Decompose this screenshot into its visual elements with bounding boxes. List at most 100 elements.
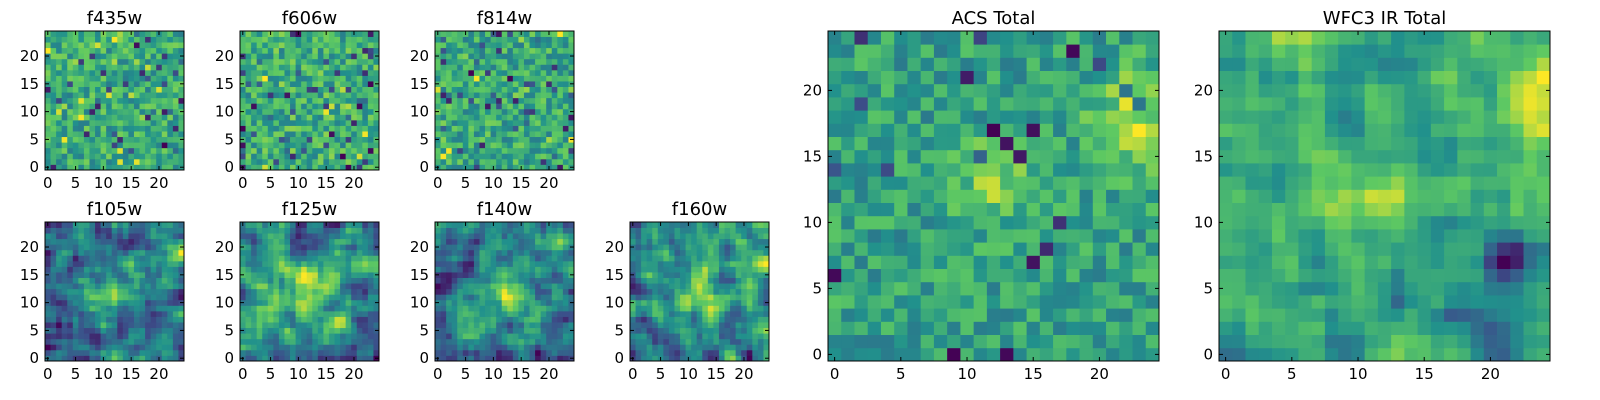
heatmap-cell [485, 294, 491, 301]
heatmap-cell [702, 255, 709, 262]
heatmap-cell [973, 215, 988, 230]
heatmap-cell [122, 58, 129, 65]
heatmap-cell [267, 58, 274, 65]
heatmap-cell [468, 36, 475, 43]
heatmap-cell [45, 316, 51, 323]
heatmap-cell [1132, 215, 1147, 230]
heatmap-cell [284, 355, 291, 362]
heatmap-cell [273, 338, 280, 345]
heatmap-cell [345, 294, 352, 301]
heatmap-cell [323, 277, 330, 284]
heatmap-cell [546, 142, 553, 149]
heatmap-cell [45, 322, 51, 329]
heatmap-cell [367, 119, 374, 126]
heatmap-cell [657, 322, 664, 329]
heatmap-cell [161, 294, 168, 301]
heatmap-cell [172, 97, 179, 104]
heatmap-cell [920, 308, 935, 322]
heatmap-cell [446, 86, 453, 93]
heatmap-cell [334, 338, 341, 345]
heatmap-cell [451, 322, 458, 329]
heatmap-cell [907, 229, 922, 243]
heatmap-cell [479, 288, 486, 295]
heatmap-cell [479, 58, 486, 65]
heatmap-cell [367, 69, 374, 76]
heatmap-cell [323, 316, 330, 323]
heatmap-cell [496, 255, 503, 262]
heatmap-cell [178, 142, 185, 149]
y-tick-label: 10 [20, 294, 39, 312]
heatmap-cell [61, 47, 68, 54]
heatmap-cell [345, 310, 352, 317]
heatmap-cell [267, 142, 274, 149]
heatmap-cell [490, 69, 497, 76]
heatmap-cell [78, 288, 85, 295]
heatmap-cell [139, 136, 146, 143]
heatmap-cell [674, 316, 681, 323]
heatmap-cell [145, 53, 152, 60]
heatmap-cell [317, 288, 324, 295]
heatmap-cell [56, 81, 63, 87]
heatmap-cell [83, 86, 90, 93]
y-tick-label: 20 [20, 238, 39, 256]
heatmap-cell [551, 47, 558, 54]
heatmap-cell [685, 255, 692, 262]
heatmap-cell [685, 227, 692, 234]
heatmap-cell [178, 255, 185, 262]
heatmap-cell [657, 344, 664, 351]
heatmap-cell [501, 69, 508, 76]
heatmap-cell [78, 108, 85, 115]
heatmap-cell [351, 316, 358, 323]
heatmap-cell [262, 327, 269, 334]
heatmap-cell [340, 233, 347, 240]
heatmap-cell [117, 333, 124, 340]
heatmap-cell [1013, 189, 1027, 203]
heatmap-cell [490, 131, 497, 138]
heatmap-cell [251, 260, 258, 267]
heatmap-cell [535, 103, 542, 110]
heatmap-cell [284, 344, 291, 351]
heatmap-cell [451, 125, 458, 132]
heatmap-cell [267, 114, 274, 121]
heatmap-cell [240, 349, 246, 356]
heatmap-cell [167, 244, 174, 251]
heatmap-cell [312, 36, 319, 43]
heatmap-cell [668, 272, 675, 278]
heatmap-cell [691, 272, 698, 278]
heatmap-cell [440, 119, 447, 126]
heatmap-cell [178, 31, 185, 37]
heatmap-cell [240, 305, 246, 312]
heatmap-cell [167, 288, 174, 295]
heatmap-cell [763, 294, 770, 301]
heatmap-cell [172, 288, 179, 295]
heatmap-cell [920, 281, 935, 296]
heatmap-cell [117, 69, 124, 76]
heatmap-cell [752, 316, 759, 323]
heatmap-cell [89, 97, 96, 104]
heatmap-cell [507, 249, 514, 256]
heatmap-cell [557, 142, 564, 149]
heatmap-cell [496, 69, 503, 76]
x-tick-label: 5 [656, 365, 666, 383]
heatmap-cell [546, 103, 553, 110]
heatmap-cell [295, 255, 302, 262]
heatmap-cell [351, 131, 358, 138]
heatmap-cell [262, 31, 269, 37]
heatmap-cell [351, 147, 358, 154]
heatmap-cell [323, 75, 330, 82]
heatmap-cell [512, 64, 519, 71]
heatmap-cell [290, 322, 296, 329]
heatmap-cell [45, 294, 51, 301]
heatmap-cell [111, 53, 118, 60]
heatmap-cell [446, 233, 453, 240]
heatmap-cell [111, 294, 118, 301]
heatmap-cell [67, 131, 74, 138]
heatmap-cell [117, 288, 124, 295]
heatmap-cell [724, 349, 731, 356]
heatmap-cell [106, 42, 113, 49]
heatmap-cell [462, 47, 469, 54]
heatmap-cell [646, 299, 653, 306]
heatmap-cell [473, 255, 480, 262]
heatmap-cell [507, 136, 514, 143]
heatmap-cell [367, 108, 374, 115]
